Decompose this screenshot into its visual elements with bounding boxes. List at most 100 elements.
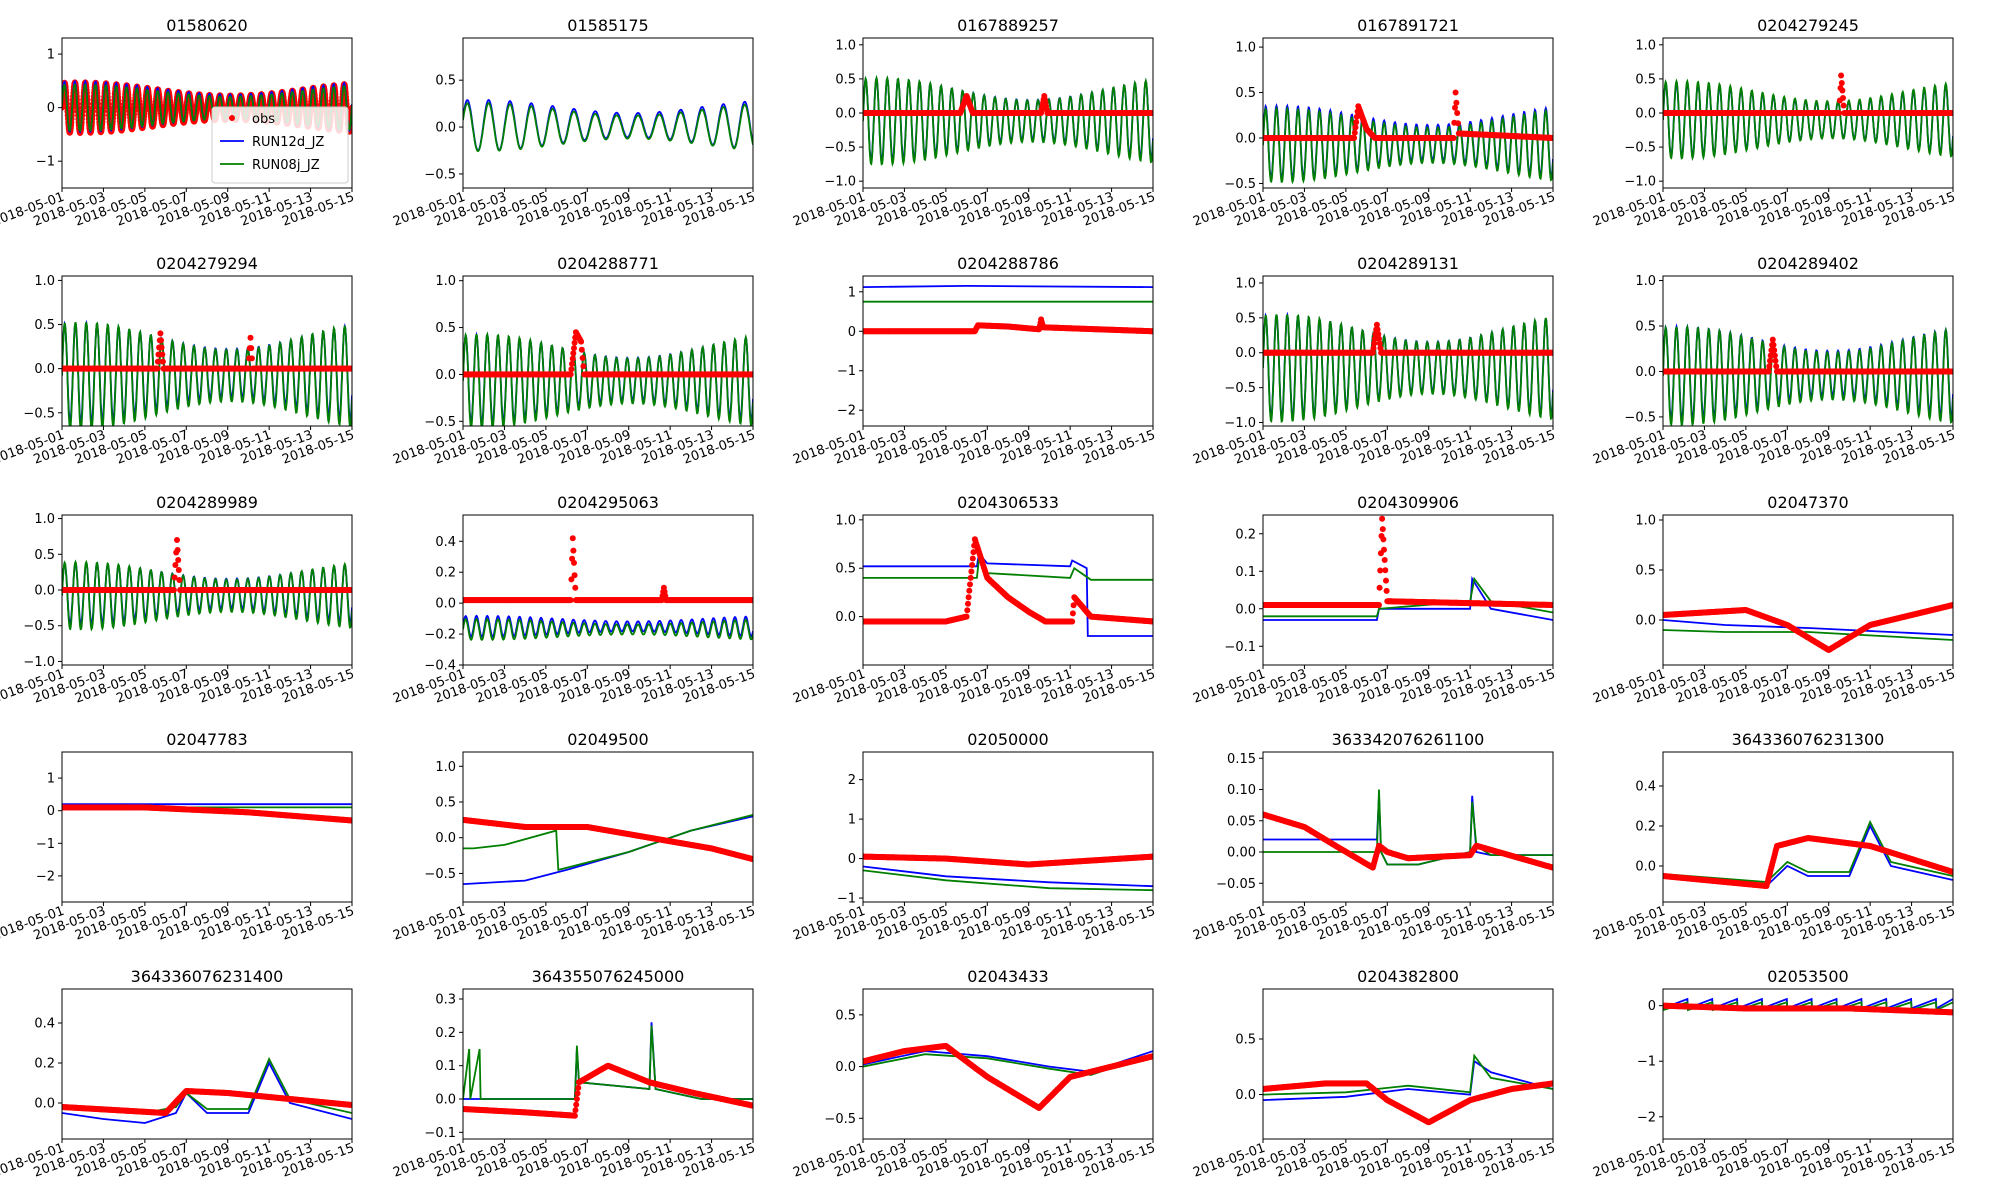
obs-point: [1150, 328, 1153, 335]
obs-point: [159, 351, 166, 358]
y-tick-label: −0.5: [1624, 410, 1656, 425]
subplot-title: 0204289131: [1357, 254, 1459, 273]
obs-point: [1369, 349, 1376, 356]
subplot-0204279294: 0204279294−0.50.00.51.02018-05-012018-05…: [0, 254, 356, 468]
obs-point: [1767, 357, 1773, 364]
subplot-title: 0204289989: [156, 493, 258, 512]
obs-point: [1839, 87, 1846, 94]
series-RUN08j_JZ: [1663, 78, 1953, 161]
y-tick-label: 0.0: [1235, 346, 1256, 361]
legend-label: RUN12d_JZ: [252, 135, 324, 150]
y-tick-label: −0.5: [1224, 177, 1256, 192]
obs-point: [172, 562, 179, 568]
obs-point: [1840, 102, 1847, 109]
obs-point: [1767, 352, 1774, 359]
y-tick-label: −0.5: [424, 167, 456, 182]
axes-frame: [1662, 275, 1954, 427]
y-tick-label: 0.0: [1235, 132, 1256, 147]
y-tick-label: 0.5: [835, 72, 856, 87]
y-tick-label: −1.0: [824, 175, 856, 190]
y-tick-label: 0: [848, 325, 856, 340]
plot-area: [863, 74, 1153, 168]
obs-point: [154, 365, 161, 372]
obs-point: [1950, 110, 1953, 116]
y-tick-label: 0.5: [435, 321, 456, 336]
obs-point: [1765, 368, 1772, 375]
y-tick-label: −0.5: [23, 406, 55, 421]
series-RUN08j_JZ: [62, 321, 352, 426]
legend-label: RUN08j_JZ: [252, 158, 320, 173]
legend-obs-marker: [229, 115, 235, 121]
subplot-title: 0204279294: [156, 254, 258, 273]
series-obs: [1663, 336, 1953, 375]
series-RUN12d_JZ: [463, 99, 753, 152]
obs-point: [158, 344, 165, 351]
obs-point: [170, 587, 177, 593]
y-tick-label: −1.0: [1624, 175, 1656, 190]
y-tick-label: −0.5: [424, 415, 456, 430]
y-tick-label: 0: [47, 101, 55, 116]
y-tick-label: −2: [837, 404, 856, 419]
series-RUN08j_JZ: [463, 331, 753, 426]
obs-point: [578, 346, 585, 353]
obs-point: [1370, 345, 1377, 352]
plot-area: [62, 319, 352, 426]
subplot-title: 0167889257: [957, 16, 1059, 35]
series-RUN08j_JZ: [1263, 313, 1553, 424]
obs-point: [1769, 336, 1776, 343]
y-tick-label: 1.0: [34, 274, 55, 289]
y-tick-label: 0.5: [1235, 86, 1256, 101]
obs-point: [245, 365, 252, 372]
subplot-0204289131: 0204289131−1.0−0.50.00.51.02018-05-01201…: [1191, 254, 1557, 468]
obs-point: [1454, 110, 1461, 116]
y-tick-label: 1.0: [1235, 41, 1256, 56]
plot-area: [863, 284, 1153, 335]
obs-point: [569, 355, 576, 362]
subplot-0204289402: 0204289402−0.50.00.51.02018-05-012018-05…: [1591, 254, 1957, 468]
y-tick-label: −1.0: [1224, 416, 1256, 431]
obs-point: [1452, 104, 1458, 111]
legend-box: [211, 106, 349, 184]
obs-point: [175, 557, 182, 563]
series-RUN08j_JZ: [62, 559, 352, 632]
obs-point: [1838, 80, 1845, 86]
obs-point: [579, 355, 586, 361]
obs-point: [175, 567, 182, 573]
subplot-title: 01585175: [567, 16, 648, 35]
y-tick-label: 0.5: [34, 318, 55, 333]
plot-area: [463, 99, 753, 153]
obs-point: [567, 371, 574, 378]
y-tick-label: 0.0: [435, 121, 456, 136]
legend-label: obs: [252, 112, 275, 127]
obs-point: [571, 339, 578, 346]
obs-point: [1766, 363, 1773, 370]
subplot-title: 0167891721: [1357, 16, 1459, 35]
obs-point: [1353, 119, 1360, 126]
obs-point: [248, 345, 255, 352]
y-tick-label: −0.5: [824, 141, 856, 156]
obs-point: [247, 334, 254, 341]
obs-point: [1376, 340, 1383, 347]
obs-point: [1950, 368, 1953, 375]
subplot-title: 0204288786: [957, 254, 1059, 273]
y-tick-label: −0.5: [1224, 381, 1256, 396]
subplot-0204279245: 0204279245−1.0−0.50.00.51.02018-05-01201…: [1591, 16, 1957, 230]
obs-point: [349, 365, 352, 372]
obs-point: [1375, 331, 1382, 338]
subplot-0167889257: 0167889257−1.0−0.50.00.51.02018-05-01201…: [791, 16, 1157, 230]
obs-point: [1838, 72, 1845, 79]
obs-point: [1452, 89, 1459, 96]
series-obs: [1663, 72, 1953, 116]
series-obs: [863, 316, 1153, 335]
subplot-0204288786: 0204288786−2−1012018-05-012018-05-032018…: [791, 254, 1157, 468]
obs-point: [1371, 340, 1378, 347]
obs-point: [176, 577, 183, 583]
y-tick-label: 1.0: [1235, 276, 1256, 291]
obs-point: [1771, 347, 1778, 354]
obs-point: [580, 363, 587, 370]
y-tick-label: 1.0: [1635, 38, 1656, 53]
subplot-01585175: 01585175−0.50.00.52018-05-012018-05-0320…: [391, 16, 757, 230]
y-tick-label: 1.0: [1635, 274, 1656, 289]
plot-area: [62, 537, 352, 632]
series-RUN08j_JZ: [463, 102, 753, 153]
